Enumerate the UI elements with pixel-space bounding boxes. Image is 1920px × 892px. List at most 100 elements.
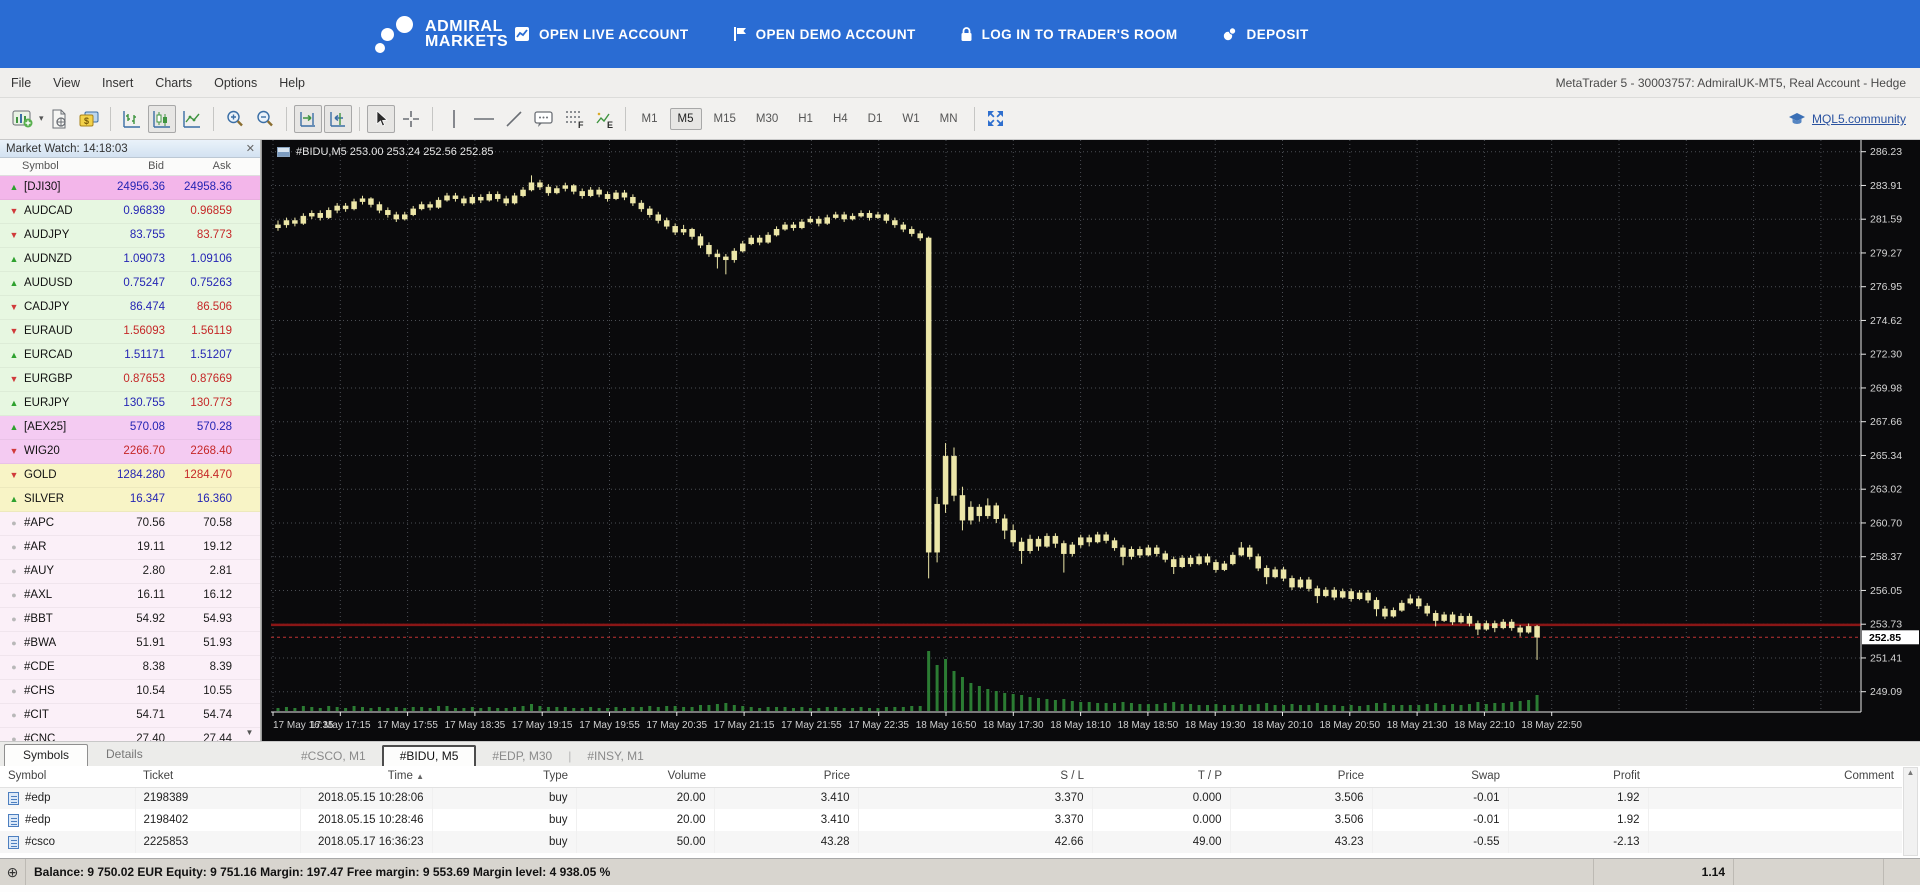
auto-scroll-icon[interactable] [293, 104, 322, 133]
line-chart-icon[interactable] [178, 105, 206, 133]
menu-view[interactable]: View [53, 75, 81, 90]
positions-column-ticket[interactable]: Ticket [135, 766, 300, 788]
timeframe-m5[interactable]: M5 [669, 107, 702, 130]
chart-shift-icon[interactable] [323, 104, 352, 133]
timeframe-m15[interactable]: M15 [713, 112, 736, 125]
column-bid[interactable]: Bid [148, 160, 164, 172]
horizontal-line-icon[interactable] [470, 105, 498, 133]
symbol-name: #CHS [24, 685, 55, 697]
market-watch-row[interactable]: ● #CDE 8.38 8.39 [0, 656, 260, 680]
banner-link-log-in-to-trader-s-room[interactable]: LOG IN TO TRADER'S ROOM [960, 26, 1178, 42]
positions-column-price[interactable]: Price [1230, 766, 1372, 788]
timeframe-h1[interactable]: H1 [798, 112, 813, 125]
trade-scrollbar[interactable]: ▲ [1903, 767, 1918, 856]
timeframe-h4[interactable]: H4 [832, 112, 848, 125]
market-watch-row[interactable]: ▼ AUDCAD 0.96839 0.96859 [0, 200, 260, 224]
market-watch-row[interactable]: ▼ GOLD 1284.280 1284.470 [0, 464, 260, 488]
timeframe-d1[interactable]: D1 [867, 112, 883, 125]
deposit-funds-icon[interactable]: $ [75, 105, 103, 133]
mql5-community-link[interactable]: MQL5.community [1811, 112, 1906, 126]
position-row[interactable]: #edp 2198402 2018.05.15 10:28:46 buy 20.00 3.… [0, 809, 1902, 831]
market-watch-row[interactable]: ▲ SILVER 16.347 16.360 [0, 488, 260, 512]
chart-tab-edpm30[interactable]: #EDP, M30 [492, 748, 553, 763]
market-watch-tab-symbols[interactable]: Symbols [4, 744, 89, 767]
positions-column-symbol[interactable]: Symbol [0, 766, 135, 788]
market-watch-row[interactable]: ▼ EURAUD 1.56093 1.56119 [0, 320, 260, 344]
bar-chart-icon[interactable] [118, 105, 146, 133]
banner-link-open-live-account[interactable]: OPEN LIVE ACCOUNT [514, 26, 689, 42]
position-row[interactable]: #csco 2225853 2018.05.17 16:36:23 buy 50.00 4… [0, 831, 1902, 853]
market-watch-row[interactable]: ▲ EURJPY 130.755 130.773 [0, 392, 260, 416]
positions-column-tp[interactable]: T / P [1092, 766, 1230, 788]
market-watch-row[interactable]: ▲ AUDNZD 1.09073 1.09106 [0, 248, 260, 272]
fullscreen-icon[interactable] [982, 105, 1010, 133]
market-watch-row[interactable]: ● #AXL 16.11 16.12 [0, 584, 260, 608]
position-row[interactable]: #edp 2198389 2018.05.15 10:28:06 buy 20.00 3.… [0, 787, 1902, 809]
candlestick-chart[interactable]: 286.23 283.91 281.59 279.27 276.95 274.62 272.… [271, 140, 1920, 741]
market-watch-tab-details[interactable]: Details [106, 747, 143, 761]
zoom-in-icon[interactable] [221, 105, 249, 133]
plus-circle-icon[interactable]: ⊕ [0, 859, 26, 885]
positions-column-comment[interactable]: Comment [1648, 766, 1902, 788]
market-watch-row[interactable]: ● #CIT 54.71 54.74 [0, 704, 260, 728]
market-watch-row[interactable]: ▲ [DJI30] 24956.36 24958.36 [0, 176, 260, 200]
timeframe-m30[interactable]: M30 [755, 112, 779, 125]
positions-column-swap[interactable]: Swap [1372, 766, 1508, 788]
positions-column-volume[interactable]: Volume [576, 766, 714, 788]
timeframe-mn[interactable]: MN [939, 112, 958, 125]
market-watch-row[interactable]: ▼ EURGBP 0.87653 0.87669 [0, 368, 260, 392]
market-watch-row[interactable]: ▲ EURCAD 1.51171 1.51207 [0, 344, 260, 368]
text-label-icon[interactable] [530, 105, 558, 133]
menu-help[interactable]: Help [279, 75, 305, 90]
insert-indicator-icon[interactable]: E [590, 105, 618, 133]
chart-tab-bidum5[interactable]: #BIDU, M5 [381, 744, 477, 767]
timeframe-m1[interactable]: M1 [641, 112, 658, 125]
market-watch-row[interactable]: ▲ AUDUSD 0.75247 0.75263 [0, 272, 260, 296]
menu-file[interactable]: File [11, 75, 32, 90]
market-watch-row[interactable]: ▼ AUDJPY 83.755 83.773 [0, 224, 260, 248]
column-symbol[interactable]: Symbol [22, 160, 59, 172]
menu-options[interactable]: Options [214, 75, 258, 90]
market-watch-row[interactable]: ● #AR 19.11 19.12 [0, 536, 260, 560]
ask-value: 83.773 [196, 229, 232, 241]
trendline-icon[interactable] [500, 105, 528, 133]
menu-insert[interactable]: Insert [102, 75, 134, 90]
dot-icon: ● [11, 638, 17, 648]
timeframe-w1[interactable]: W1 [902, 112, 920, 125]
close-icon[interactable]: ✕ [245, 143, 255, 155]
market-watch-row[interactable]: ▼ CADJPY 86.474 86.506 [0, 296, 260, 320]
market-watch-row[interactable]: ▼ WIG20 2266.70 2268.40 [0, 440, 260, 464]
positions-column-price[interactable]: Price [714, 766, 858, 788]
column-ask[interactable]: Ask [212, 160, 231, 172]
chart-tab-insym1[interactable]: #INSY, M1 [587, 748, 644, 763]
banner-link-deposit[interactable]: DEPOSIT [1222, 26, 1309, 42]
new-chart-icon[interactable] [9, 105, 37, 133]
market-watch-row[interactable]: ● #BWA 51.91 51.93 [0, 632, 260, 656]
profiles-icon[interactable] [45, 105, 73, 133]
positions-column-sl[interactable]: S / L [858, 766, 1092, 788]
ask-value: 54.74 [203, 709, 232, 721]
banner-link-open-demo-account[interactable]: OPEN DEMO ACCOUNT [733, 26, 916, 42]
menu-charts[interactable]: Charts [155, 75, 193, 90]
market-watch-row[interactable]: ● #AUY 2.80 2.81 [0, 560, 260, 584]
cursor-icon[interactable] [366, 104, 395, 133]
chevron-down-icon[interactable]: ▾ [39, 113, 44, 123]
positions-column-type[interactable]: Type [432, 766, 576, 788]
market-watch-row[interactable]: ● #CHS 10.54 10.55 [0, 680, 260, 704]
market-watch-row[interactable]: ● #BBT 54.92 54.93 [0, 608, 260, 632]
positions-column-profit[interactable]: Profit [1508, 766, 1648, 788]
crosshair-icon[interactable] [397, 105, 425, 133]
chart-tab-cscom1[interactable]: #CSCO, M1 [301, 748, 366, 763]
chart-panel[interactable]: 286.23 283.91 281.59 279.27 276.95 274.62 272.… [261, 140, 1920, 741]
market-watch-row[interactable]: ▲ [AEX25] 570.08 570.28 [0, 416, 260, 440]
scroll-up-icon[interactable]: ▲ [1906, 768, 1915, 777]
positions-column-time[interactable]: Time ▲ [300, 766, 432, 788]
fibonacci-icon[interactable]: F [560, 105, 588, 133]
market-watch-row[interactable]: ● #CNC 27.40 27.44 [0, 728, 260, 741]
zoom-out-icon[interactable] [251, 105, 279, 133]
vertical-line-icon[interactable] [440, 105, 468, 133]
scroll-down-icon[interactable]: ▼ [245, 728, 254, 737]
candlestick-chart-icon[interactable] [147, 104, 176, 133]
market-watch-title: Market Watch: 14:18:03 ✕ [0, 140, 260, 158]
market-watch-row[interactable]: ● #APC 70.56 70.58 [0, 512, 260, 536]
